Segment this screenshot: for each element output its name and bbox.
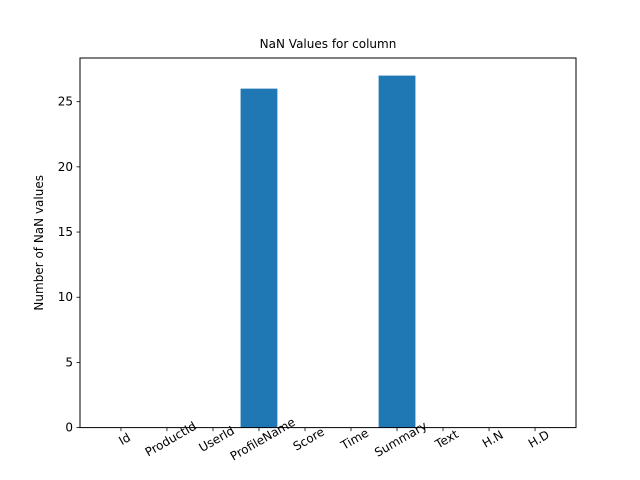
x-tick-label: ProductId [143, 419, 199, 459]
y-tick-label: 5 [65, 355, 73, 369]
x-tick-label: H.D [526, 428, 552, 451]
y-axis-label: Number of NaN values [32, 175, 46, 311]
y-tick-label: 10 [58, 290, 73, 304]
x-tick-label: Id [116, 430, 133, 448]
x-tick-label: Score [291, 425, 327, 454]
plot-frame [79, 57, 577, 429]
bars-group [240, 75, 416, 428]
chart-title: NaN Values for column [260, 37, 397, 51]
y-tick-label: 20 [58, 160, 73, 174]
y-axis-ticks: 0 5 10 15 20 25 [58, 95, 80, 435]
y-tick-label: 15 [58, 225, 73, 239]
y-tick-label: 25 [58, 95, 73, 109]
x-tick-label: Text [432, 427, 461, 452]
y-tick-label: 0 [65, 421, 73, 435]
bar-profilename [240, 88, 278, 428]
x-tick-label: Time [338, 426, 371, 453]
x-tick-label: H.N [480, 428, 506, 451]
bar-summary [378, 75, 416, 428]
